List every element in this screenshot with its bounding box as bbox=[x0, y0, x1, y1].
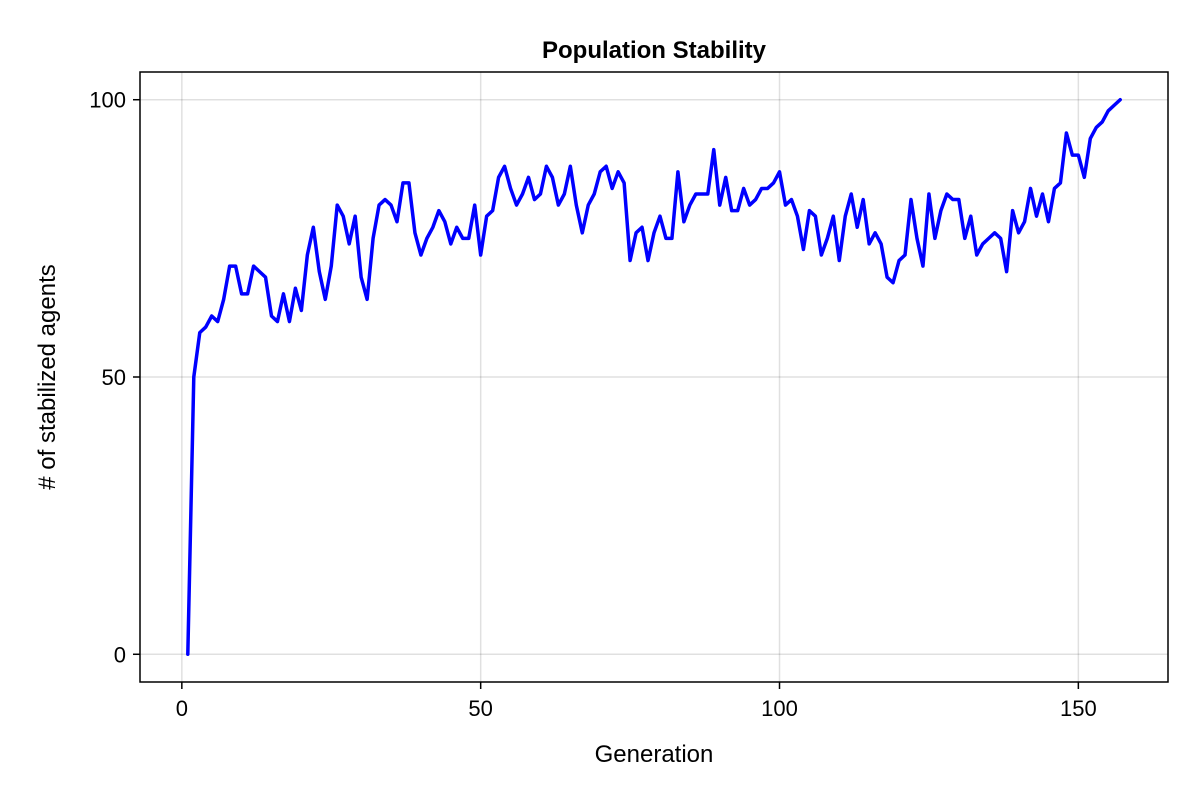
x-axis-label: Generation bbox=[595, 741, 714, 768]
x-tick-label: 50 bbox=[468, 696, 492, 721]
y-tick-label: 50 bbox=[102, 365, 126, 390]
grid bbox=[140, 72, 1168, 682]
y-axis-label: # of stabilized agents bbox=[34, 264, 61, 489]
x-tick-label: 150 bbox=[1060, 696, 1097, 721]
series-line bbox=[186, 97, 1122, 657]
chart-title: Population Stability bbox=[542, 37, 767, 64]
axis-ticks: 0 50 100 150 0 50 100 bbox=[89, 88, 1096, 721]
y-tick-label: 100 bbox=[89, 88, 126, 113]
x-tick-label: 100 bbox=[761, 696, 798, 721]
y-tick-label: 0 bbox=[114, 642, 126, 667]
series-layer bbox=[186, 97, 1122, 657]
x-tick-label: 0 bbox=[176, 696, 188, 721]
